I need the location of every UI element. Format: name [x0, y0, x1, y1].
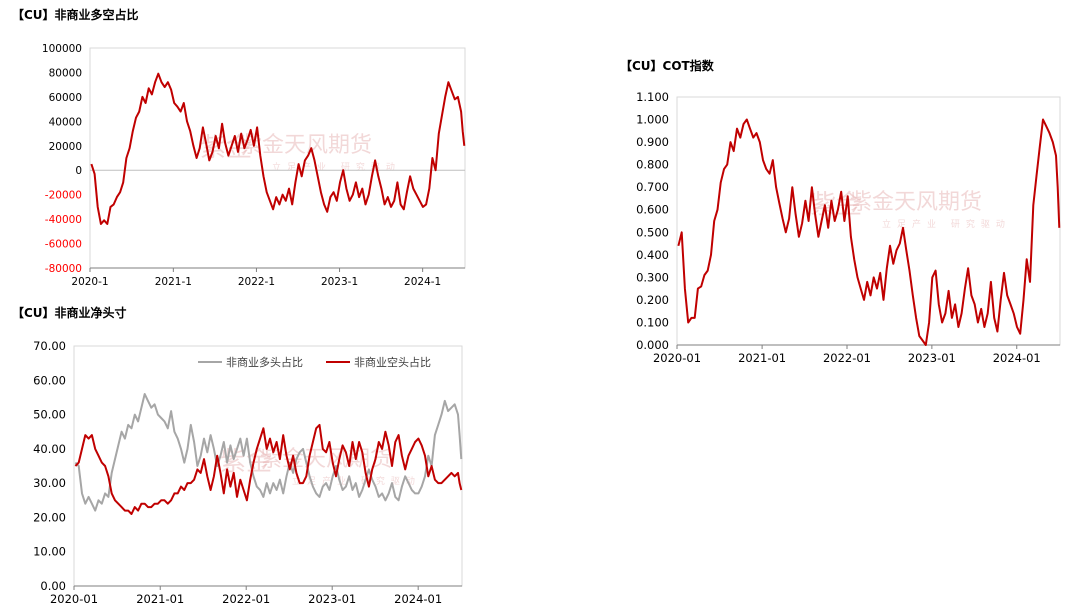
- chart3-y-tick-label: 0.200: [636, 293, 669, 307]
- chart2-legend-label: 非商业空头占比: [354, 355, 431, 369]
- chart1-watermark-slogan: 立足产业 研究驱动: [272, 161, 401, 173]
- chart2-legend-label: 非商业多头占比: [226, 355, 303, 369]
- chart3-y-tick-label: 0.100: [636, 315, 669, 329]
- chart3-watermark-brand: 紫金天风期货: [850, 190, 982, 215]
- chart3-x-tick-label: 2024-01: [993, 351, 1041, 365]
- chart1-plot-frame: [89, 47, 466, 269]
- chart3-x-tick-label: 2021-01: [738, 351, 786, 365]
- chart3-y-tick-label: 0.600: [636, 203, 669, 217]
- chart2-y-tick-label: 50.00: [33, 408, 66, 422]
- chart1-x-tick-label: 2020-1: [71, 276, 108, 288]
- chart1-y-tick-label: 100000: [42, 43, 82, 55]
- chart3-series-line: [677, 118, 1061, 346]
- chart1-watermark-brand: 紫金天风期货: [240, 133, 372, 158]
- chart3-y-tick-label: 0.800: [636, 158, 669, 172]
- chart2-series-line-1: [74, 423, 463, 515]
- chart2-y-tick-label: 40.00: [33, 442, 66, 456]
- chart3-x-tick-label: 2023-01: [908, 351, 956, 365]
- chart3-y-tick-label: 0.000: [636, 338, 669, 352]
- chart1-x-tick-label: 2021-1: [155, 276, 192, 288]
- chart2-x-tick-label: 2022-01: [222, 592, 270, 606]
- chart3-x-tick-label: 2020-01: [653, 351, 701, 365]
- chart1-title: 【CU】非商业多空占比: [12, 8, 139, 22]
- chart2-y-tick-label: 10.00: [33, 545, 66, 559]
- chart2-y-tick-label: 60.00: [33, 373, 66, 387]
- chart3-y-tick-label: 0.400: [636, 248, 669, 262]
- chart1-y-tick-label: -20000: [45, 190, 82, 202]
- chart1-y-tick-label: -40000: [45, 214, 82, 226]
- chart1-y-tick-label: 40000: [49, 116, 82, 128]
- chart1-x-tick-label: 2023-1: [321, 276, 358, 288]
- chart3-y-tick-label: 1.000: [636, 113, 669, 127]
- chart3-y-tick-label: 0.900: [636, 135, 669, 149]
- chart2-y-tick-label: 20.00: [33, 510, 66, 524]
- chart3-x-tick-label: 2022-01: [823, 351, 871, 365]
- chart1-series-line: [90, 72, 466, 225]
- chart2-x-tick-label: 2020-01: [50, 592, 98, 606]
- chart1-y-tick-label: 20000: [49, 141, 82, 153]
- chart2-x-tick-label: 2021-01: [136, 592, 184, 606]
- chart3-y-tick-label: 1.100: [636, 90, 669, 104]
- chart3-watermark-slogan: 立足产业 研究驱动: [882, 218, 1011, 230]
- chart1-y-tick-label: -80000: [45, 263, 82, 275]
- chart3-y-tick-label: 0.500: [636, 225, 669, 239]
- chart1-x-tick-label: 2024-1: [404, 276, 441, 288]
- chart1-y-tick-label: 0: [75, 165, 82, 177]
- chart2-x-tick-label: 2024-01: [394, 592, 442, 606]
- chart2-series-line-0: [74, 393, 463, 512]
- chart2-y-tick-label: 30.00: [33, 476, 66, 490]
- chart2-watermark-slogan: 立足产业 研究驱动: [292, 475, 421, 487]
- chart3-y-tick-label: 0.700: [636, 180, 669, 194]
- chart1-y-tick-label: -60000: [45, 239, 82, 251]
- chart2-title: 【CU】非商业净头寸: [12, 306, 127, 320]
- chart2-x-tick-label: 2023-01: [308, 592, 356, 606]
- chart1-y-tick-label: 60000: [49, 92, 82, 104]
- chart3-y-tick-label: 0.300: [636, 270, 669, 284]
- chart2-y-tick-label: 0.00: [40, 579, 66, 593]
- chart1-x-tick-label: 2022-1: [238, 276, 275, 288]
- chart1-y-tick-label: 80000: [49, 67, 82, 79]
- chart2-y-tick-label: 70.00: [33, 339, 66, 353]
- chart3-title: 【CU】COT指数: [620, 59, 714, 73]
